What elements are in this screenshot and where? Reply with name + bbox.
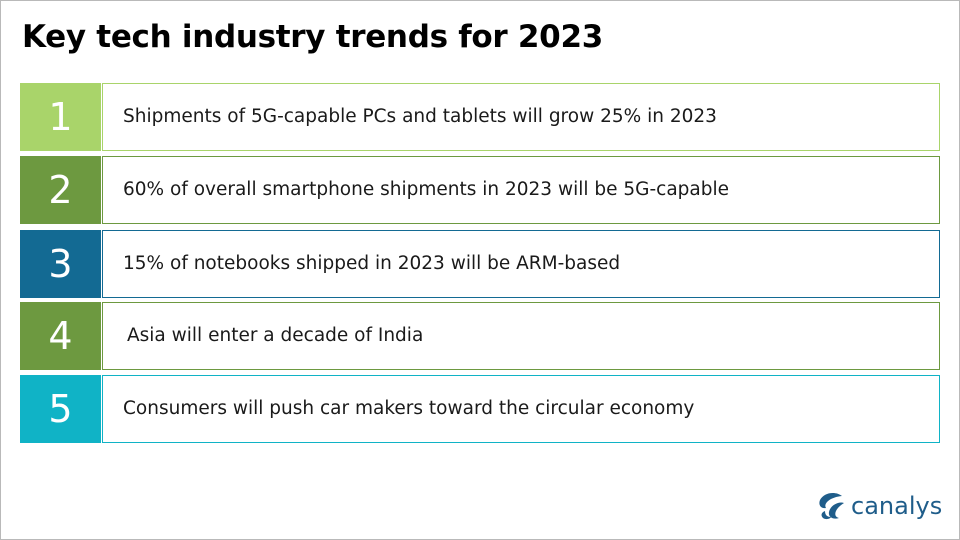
trend-text: Consumers will push car makers toward th… bbox=[123, 398, 695, 419]
trend-text: 15% of notebooks shipped in 2023 will be… bbox=[123, 253, 621, 274]
trend-number-badge: 1 bbox=[20, 83, 101, 151]
trend-text-box: 60% of overall smartphone shipments in 2… bbox=[102, 156, 940, 224]
trend-number-badge: 3 bbox=[20, 230, 101, 298]
trend-row: 3 15% of notebooks shipped in 2023 will … bbox=[20, 230, 941, 298]
trend-number-badge: 4 bbox=[20, 302, 101, 370]
trend-row: 1 Shipments of 5G-capable PCs and tablet… bbox=[20, 83, 941, 151]
trend-row: 4 Asia will enter a decade of India bbox=[20, 302, 941, 370]
trend-text-box: 15% of notebooks shipped in 2023 will be… bbox=[102, 230, 940, 298]
trend-row: 5 Consumers will push car makers toward … bbox=[20, 375, 941, 443]
trend-text: Shipments of 5G-capable PCs and tablets … bbox=[123, 106, 717, 127]
trend-text-box: Shipments of 5G-capable PCs and tablets … bbox=[102, 83, 940, 151]
trend-row: 2 60% of overall smartphone shipments in… bbox=[20, 156, 941, 224]
trend-text: Asia will enter a decade of India bbox=[127, 325, 424, 346]
page-title: Key tech industry trends for 2023 bbox=[22, 19, 603, 55]
trend-text-box: Consumers will push car makers toward th… bbox=[102, 375, 940, 443]
canalys-logo: canalys bbox=[818, 490, 944, 524]
trend-number-badge: 5 bbox=[20, 375, 101, 443]
canalys-logo-text: canalys bbox=[851, 492, 943, 520]
trend-text: 60% of overall smartphone shipments in 2… bbox=[123, 179, 730, 200]
canalys-logo-icon bbox=[819, 492, 844, 520]
trend-text-box: Asia will enter a decade of India bbox=[102, 302, 940, 370]
trend-number-badge: 2 bbox=[20, 156, 101, 224]
